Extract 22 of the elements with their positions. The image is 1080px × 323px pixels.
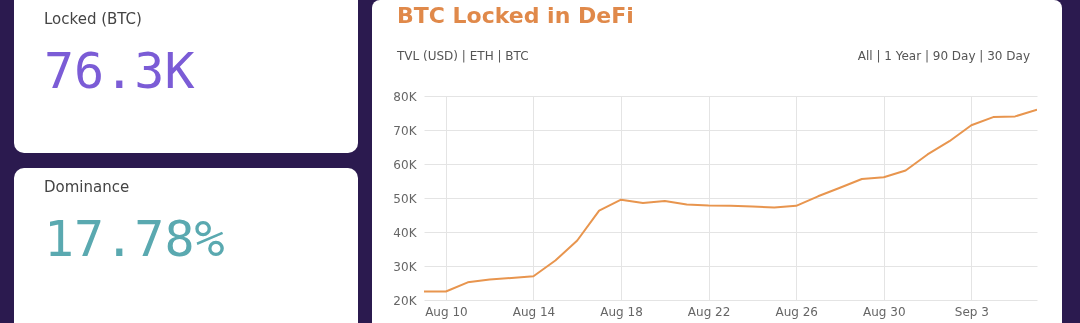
text: TVL (USD) | ETH | BTC: [397, 49, 529, 63]
y-tick-label: 20K: [393, 293, 418, 308]
y-tick-label: 60K: [393, 157, 418, 172]
x-tick-label: Aug 10: [425, 304, 468, 319]
text: 76.3K: [44, 42, 196, 100]
text: Locked (BTC): [44, 10, 143, 28]
line-series: [424, 108, 1037, 293]
x-tick-label: Aug 26: [775, 304, 818, 319]
y-tick-label: 50K: [393, 191, 418, 206]
chart-title: BTC Locked in DeFi: [397, 3, 634, 28]
text: All | 1 Year | 90 Day | 30 Day: [857, 49, 1030, 63]
y-tick-label: 70K: [393, 123, 418, 138]
x-tick-label: Sep 3: [954, 304, 989, 319]
y-tick-label: 40K: [393, 225, 418, 240]
text: Dominance: [44, 178, 131, 196]
x-tick-label: Aug 18: [600, 304, 643, 319]
x-tick-label: Aug 14: [512, 304, 556, 319]
x-tick-label: Aug 30: [862, 304, 906, 319]
y-tick-label: 30K: [393, 259, 418, 274]
text: 17.78%: [44, 210, 226, 268]
y-tick-label: 80K: [393, 89, 418, 104]
x-tick-label: Aug 22: [687, 304, 731, 319]
